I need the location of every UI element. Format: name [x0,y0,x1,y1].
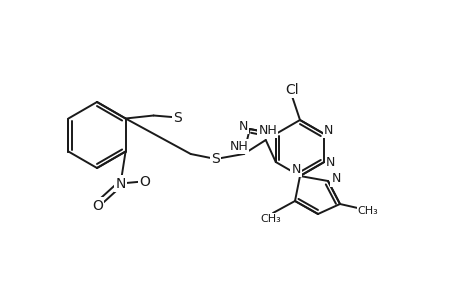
Text: S: S [173,110,182,124]
Text: N: N [323,124,332,136]
Text: O: O [139,175,150,188]
Text: N: N [115,176,125,190]
Text: N: N [239,119,248,133]
Text: N: N [330,172,340,185]
Text: NH: NH [229,140,247,152]
Text: CH₃: CH₃ [357,206,378,216]
Text: N: N [325,155,334,169]
Text: S: S [211,152,220,166]
Text: NH: NH [258,124,276,136]
Text: CH₃: CH₃ [260,214,281,224]
Text: Cl: Cl [285,83,298,97]
Text: N: N [291,163,300,176]
Text: O: O [92,199,103,212]
